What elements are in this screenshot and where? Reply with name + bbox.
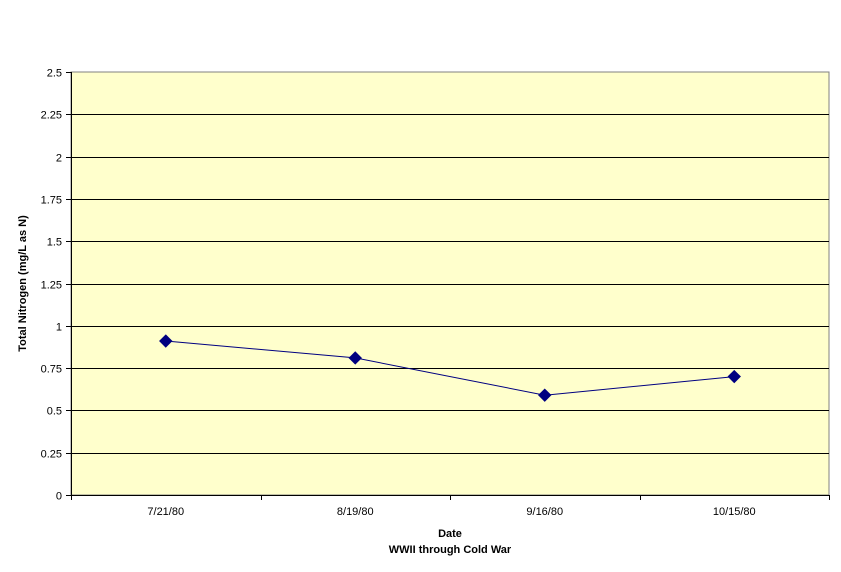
series-layer	[159, 334, 741, 402]
gridlines	[71, 114, 829, 454]
y-tick-label: 1.5	[47, 237, 62, 249]
x-axis-subtitle: WWII through Cold War	[389, 544, 512, 556]
data-point-diamond-icon	[348, 351, 362, 365]
y-tick-labels: 0 0.25 0.5 0.75 1 1.25 1.5 1.75 2 2.25 2.5	[41, 68, 62, 503]
axes	[66, 72, 830, 500]
series-line	[165, 340, 735, 396]
y-tick-label: 2.25	[41, 110, 62, 122]
y-tick-label: 1	[56, 322, 62, 334]
y-tick-label: 2.5	[47, 68, 62, 80]
data-point-diamond-icon	[159, 334, 173, 348]
x-tick-label: 8/19/80	[337, 506, 374, 518]
x-tick-label: 10/15/80	[713, 506, 756, 518]
plot-area	[70, 71, 830, 496]
y-tick-label: 0.5	[47, 406, 62, 418]
x-tick-labels: 7/21/80 8/19/80 9/16/80 10/15/80	[147, 506, 755, 518]
y-tick-label: 0.75	[41, 364, 62, 376]
data-point-diamond-icon	[727, 369, 741, 384]
x-tick-label: 9/16/80	[526, 506, 563, 518]
y-axis-title: Total Nitrogen (mg/L as N)	[17, 215, 29, 352]
y-tick-label: 0	[56, 491, 62, 503]
data-point-diamond-icon	[538, 388, 552, 402]
x-axis-title: Date	[438, 528, 462, 540]
y-tick-label: 1.75	[41, 195, 62, 207]
y-tick-label: 0.25	[41, 449, 62, 461]
y-tick-label: 2	[56, 153, 62, 165]
y-tick-label: 1.25	[41, 280, 62, 292]
x-tick-label: 7/21/80	[147, 506, 184, 518]
